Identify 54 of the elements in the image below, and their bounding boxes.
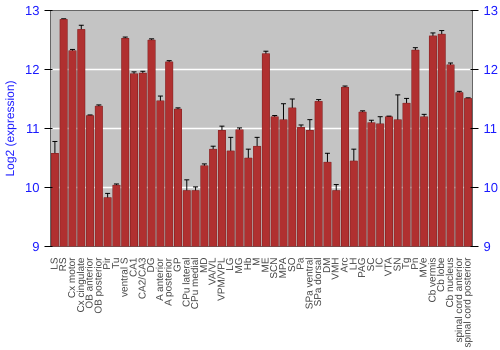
x-tick-label: SCN [269, 257, 280, 279]
y-tick-label: 11 [26, 121, 40, 136]
x-tick-label: Cb vermis [427, 257, 438, 303]
x-tick-label: Arc [340, 258, 351, 272]
x-tick-label: Pir [102, 256, 114, 270]
x-tick-label: A anterior [154, 257, 166, 301]
x-tick-label: VTA [383, 257, 394, 276]
x-tick-label: DG [146, 257, 158, 272]
x-tick-label: spinal cord posterior [462, 256, 474, 348]
x-tick-label: ME [260, 257, 272, 272]
x-tick-label: CPu medial [190, 257, 202, 310]
y-tick-label: 12 [25, 62, 40, 77]
x-tick-label: CA2/CA3 [137, 257, 148, 300]
x-tick-label: Tg [401, 258, 412, 270]
y-tick-label: 10 [25, 180, 40, 195]
y2-tick-label: 13 [484, 3, 498, 18]
x-tick-label: Cx motor [66, 256, 78, 298]
y2-tick-label: 12 [484, 62, 498, 77]
x-tick-label: SO [286, 257, 298, 272]
x-tick-label: Cb nucleus [445, 258, 456, 308]
x-tick-label: DM [322, 257, 333, 274]
y-tick-label: 13 [25, 3, 40, 18]
x-tick-label: MVe [418, 257, 430, 278]
x-tick-label: MPA [278, 257, 289, 278]
x-tick-label: OB anterior [84, 256, 96, 309]
x-tick-label: VMH [330, 257, 342, 280]
x-tick-label: Cx cingulate [76, 257, 87, 313]
x-tick-label: LG [225, 257, 236, 271]
x-tick-label: Pa [296, 257, 307, 270]
x-tick-label: Cb lobe [436, 257, 448, 292]
y-axis-title: Log2 (expression) [3, 80, 18, 177]
x-tick-label: SPa dorsal [313, 257, 324, 306]
y2-tick-label: 11 [484, 121, 497, 136]
x-tick-label: Tu [110, 257, 122, 269]
x-tick-label: VPM/VPL [216, 257, 228, 301]
x-tick-label: CA1 [128, 257, 140, 277]
x-tick-label: SN [392, 257, 404, 272]
x-tick-label: A posterior [164, 257, 175, 306]
x-tick-label: ventral S [120, 257, 131, 297]
x-tick-label: LH [348, 257, 360, 270]
x-tick-label: Pn [410, 257, 421, 270]
x-tick-label: SC [366, 257, 377, 272]
x-tick-label: Hb [242, 257, 254, 270]
y2-tick-label: 10 [484, 180, 498, 195]
y2-tick-label: 9 [484, 239, 491, 254]
x-tick-label: OB posterior [93, 256, 104, 314]
x-tick-label: GP [172, 257, 184, 272]
x-tick-label: IC [374, 258, 386, 268]
x-tick-label: PAG [357, 257, 368, 278]
x-tick-label: M [252, 257, 263, 266]
x-tick-label: spinal cord anterior [454, 256, 465, 343]
x-tick-label: LS [49, 257, 60, 270]
x-tick-label: RS [58, 257, 70, 272]
y-tick-label: 9 [32, 239, 40, 254]
